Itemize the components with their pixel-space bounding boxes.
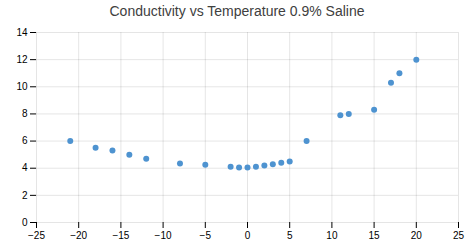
svg-text:6: 6 xyxy=(22,135,28,146)
svg-text:8: 8 xyxy=(22,108,28,119)
svg-text:10: 10 xyxy=(326,230,338,241)
svg-text:10: 10 xyxy=(16,81,28,92)
svg-text:−15: −15 xyxy=(112,230,129,241)
svg-text:4: 4 xyxy=(22,162,28,173)
svg-text:25: 25 xyxy=(453,230,465,241)
svg-text:−5: −5 xyxy=(200,230,212,241)
svg-text:5: 5 xyxy=(287,230,293,241)
svg-text:14: 14 xyxy=(16,27,28,38)
svg-text:0: 0 xyxy=(245,230,251,241)
svg-text:−25: −25 xyxy=(28,230,45,241)
svg-text:15: 15 xyxy=(369,230,381,241)
svg-text:−20: −20 xyxy=(70,230,87,241)
svg-text:12: 12 xyxy=(16,54,28,65)
svg-text:0: 0 xyxy=(22,217,28,228)
svg-text:20: 20 xyxy=(411,230,423,241)
svg-text:−10: −10 xyxy=(155,230,172,241)
html-text:Conductivity vs Temperature 0.: Conductivity vs Temperature 0.9% Saline xyxy=(109,3,365,19)
svg-text:2: 2 xyxy=(22,190,28,201)
